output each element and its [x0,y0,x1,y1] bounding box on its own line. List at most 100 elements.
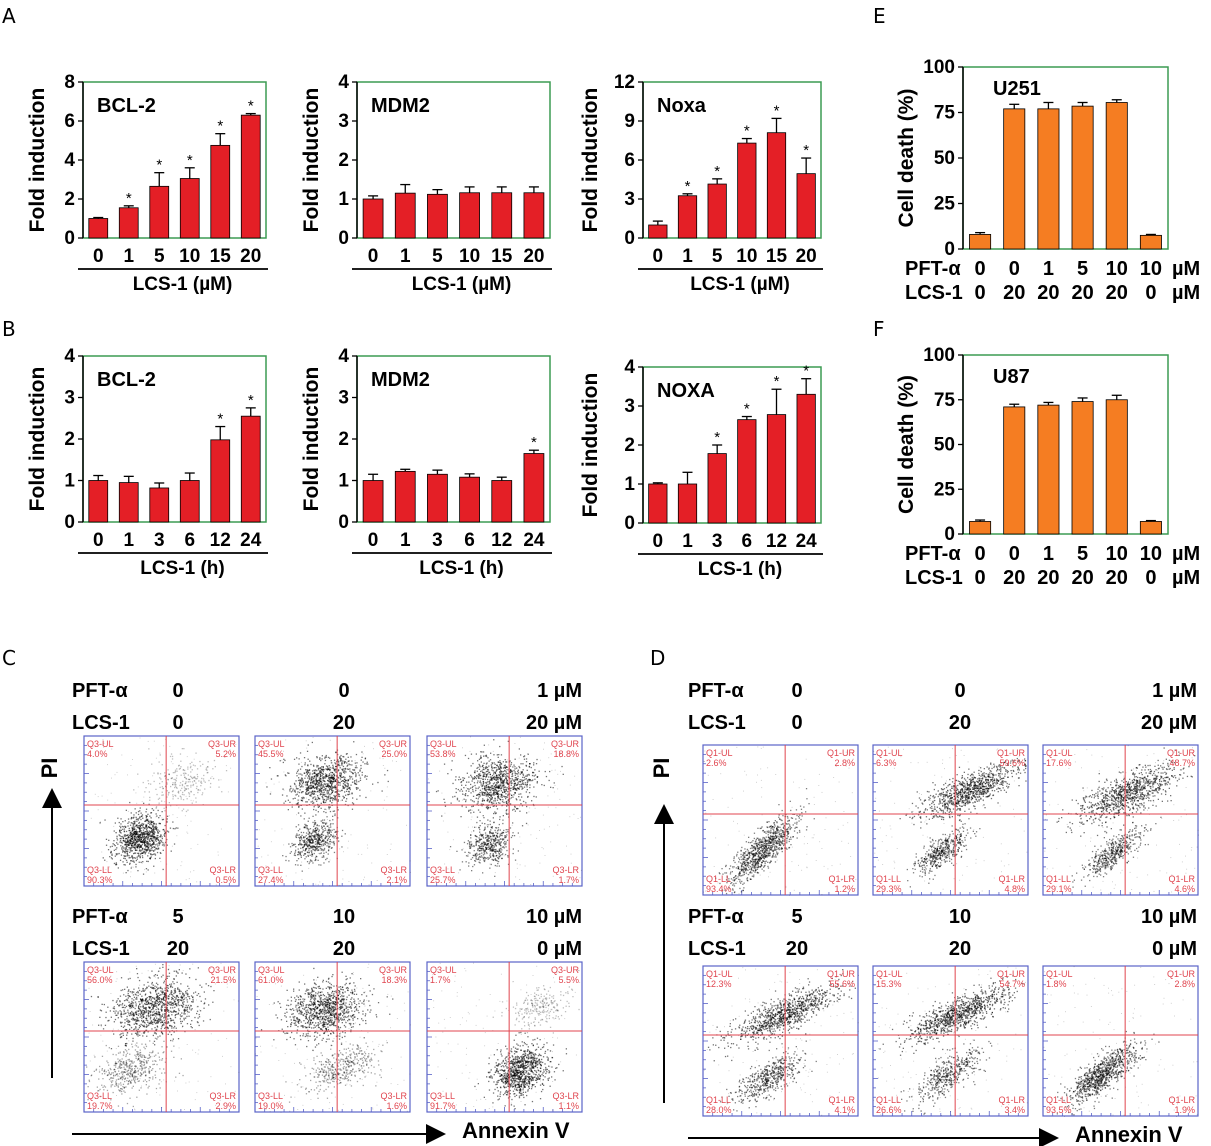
event-dot [468,781,470,783]
event-dot [132,856,134,859]
event-dot [467,757,470,760]
lcs-value: 0 [975,567,986,589]
event-dot [481,845,483,847]
event-dot [296,860,298,862]
event-dot [133,857,135,859]
event-dot [516,808,518,810]
event-dot [503,784,505,786]
event-dot [317,884,319,886]
event-dot [485,806,488,809]
event-dot [476,821,478,824]
event-dot [485,836,487,839]
event-dot [309,838,311,840]
event-dot [437,790,439,792]
event-dot [139,1034,141,1036]
event-dot [471,845,473,847]
event-dot [331,802,333,804]
quadrant-ur-percent: 18.8% [553,749,579,759]
event-dot [524,865,526,867]
event-dot [297,788,299,790]
event-dot [146,840,148,842]
x-tick-label: 6 [184,530,195,551]
event-dot [145,846,147,848]
event-dot [148,985,150,987]
event-dot [167,792,170,794]
pft-value: 5 [1077,258,1088,280]
event-dot [333,837,335,839]
event-dot [152,1019,155,1021]
event-dot [497,761,499,763]
event-dot [346,768,349,770]
event-dot [181,998,183,1000]
event-dot [483,768,485,771]
event-dot [386,796,388,798]
event-dot [488,765,490,767]
x-tick-label: 15 [210,246,232,267]
event-dot [317,828,319,830]
event-dot [158,840,161,842]
event-dot [149,831,151,833]
event-dot [487,757,489,759]
event-dot [306,861,309,863]
event-dot [283,789,285,791]
event-dot [311,773,314,775]
event-dot [181,1000,183,1002]
event-dot [501,776,503,778]
event-dot [491,765,493,768]
event-dot [150,812,152,814]
event-dot [318,782,320,784]
event-dot [443,763,446,765]
event-dot [159,782,161,785]
event-dot [301,808,303,810]
event-dot [300,855,302,857]
event-dot [512,779,514,781]
event-dot [491,774,494,777]
event-dot [307,855,309,857]
event-dot [307,764,309,766]
event-dot [450,769,453,771]
event-dot [333,786,335,788]
event-dot [474,826,476,828]
event-dot [337,776,339,778]
event-dot [473,777,476,779]
event-dot [143,850,145,852]
event-dot [307,780,310,782]
event-dot [194,777,196,779]
event-dot [458,779,460,781]
event-dot [475,835,477,837]
event-dot [161,794,163,796]
event-dot [301,838,303,840]
event-dot [339,765,341,767]
event-dot [287,799,289,801]
event-dot [521,781,523,783]
event-dot [493,840,496,842]
event-dot [297,864,299,866]
event-dot [121,847,123,849]
event-dot [468,788,470,790]
event-dot [310,792,313,794]
pft-value: 1 [1043,258,1054,280]
event-dot [140,841,142,843]
event-dot [492,770,494,772]
event-dot [501,831,503,834]
event-dot [324,808,326,810]
event-dot [492,842,495,844]
event-dot [306,826,308,828]
event-dot [127,774,128,776]
event-dot [342,780,344,782]
event-dot [329,841,331,843]
event-dot [357,853,359,855]
quadrant-ul-name: Q3-UL [258,739,285,749]
event-dot [332,776,334,779]
event-dot [499,770,501,773]
event-dot [172,798,174,800]
event-dot [332,799,334,801]
event-dot [506,780,508,782]
event-dot [310,801,312,803]
event-dot [127,818,130,820]
event-dot [305,856,307,858]
event-dot [145,838,147,840]
event-dot [174,771,177,773]
event-dot [136,1019,138,1021]
